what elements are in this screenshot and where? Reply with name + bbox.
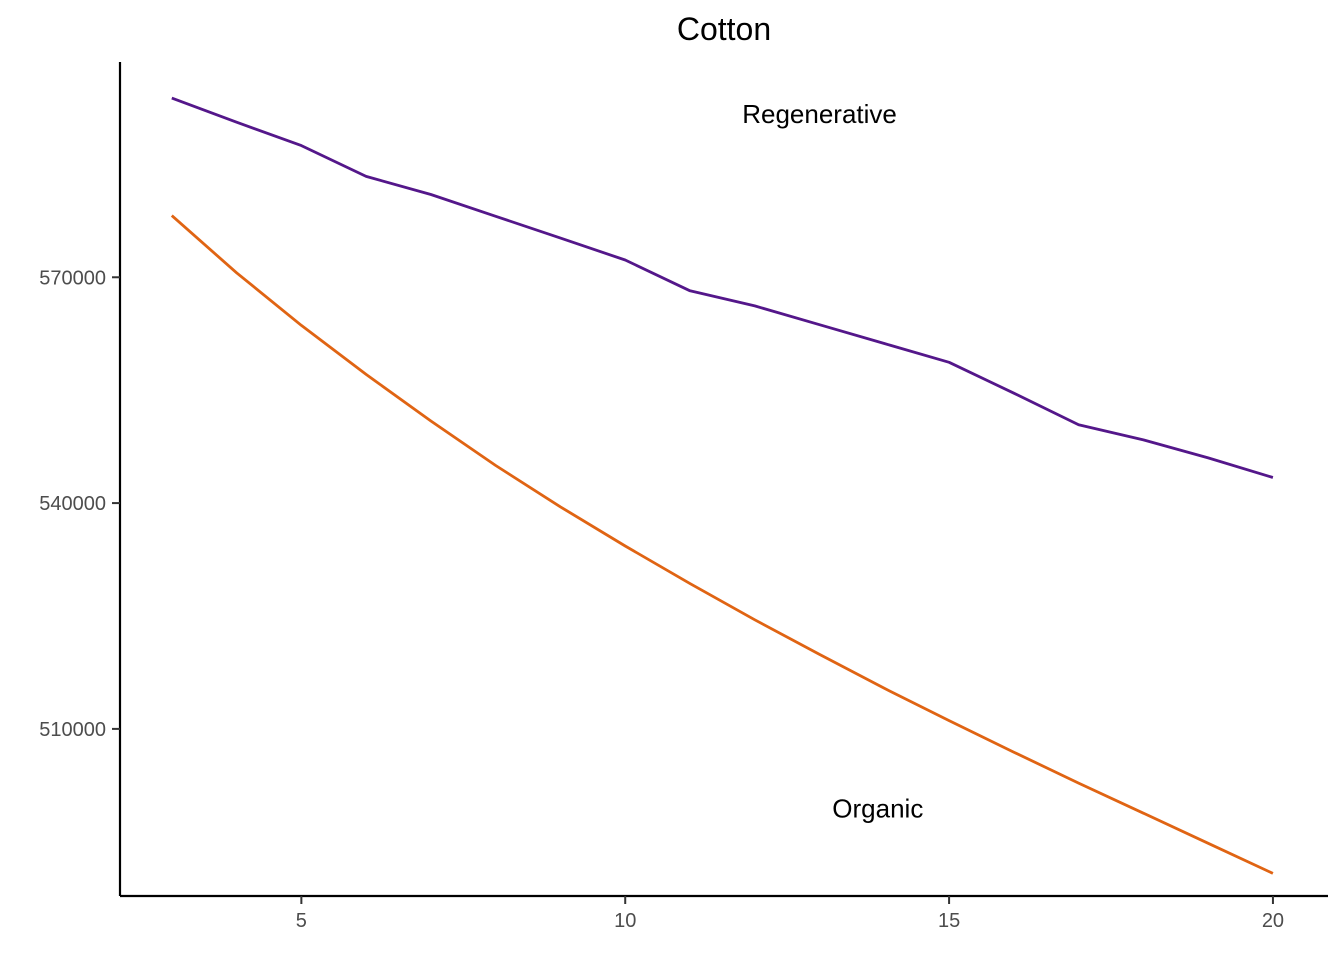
x-tick-label: 5 [296, 910, 307, 932]
y-tick-label: 570000 [39, 267, 106, 289]
chart-title: Cotton [677, 11, 771, 47]
series-line-regenerative [171, 96, 1274, 479]
series-line-organic [170, 214, 1274, 875]
plot-area: 5 10 15 20 510000 540000 570000 Regenerative Org… [39, 62, 1328, 932]
y-tick-label: 540000 [39, 493, 106, 515]
x-tick-label: 15 [938, 910, 960, 932]
y-tick-label: 510000 [39, 719, 106, 741]
series-label-organic: Organic [832, 794, 923, 824]
x-tick-label: 20 [1262, 910, 1284, 932]
x-tick-label: 10 [614, 910, 636, 932]
series-label-regenerative: Regenerative [742, 99, 897, 129]
